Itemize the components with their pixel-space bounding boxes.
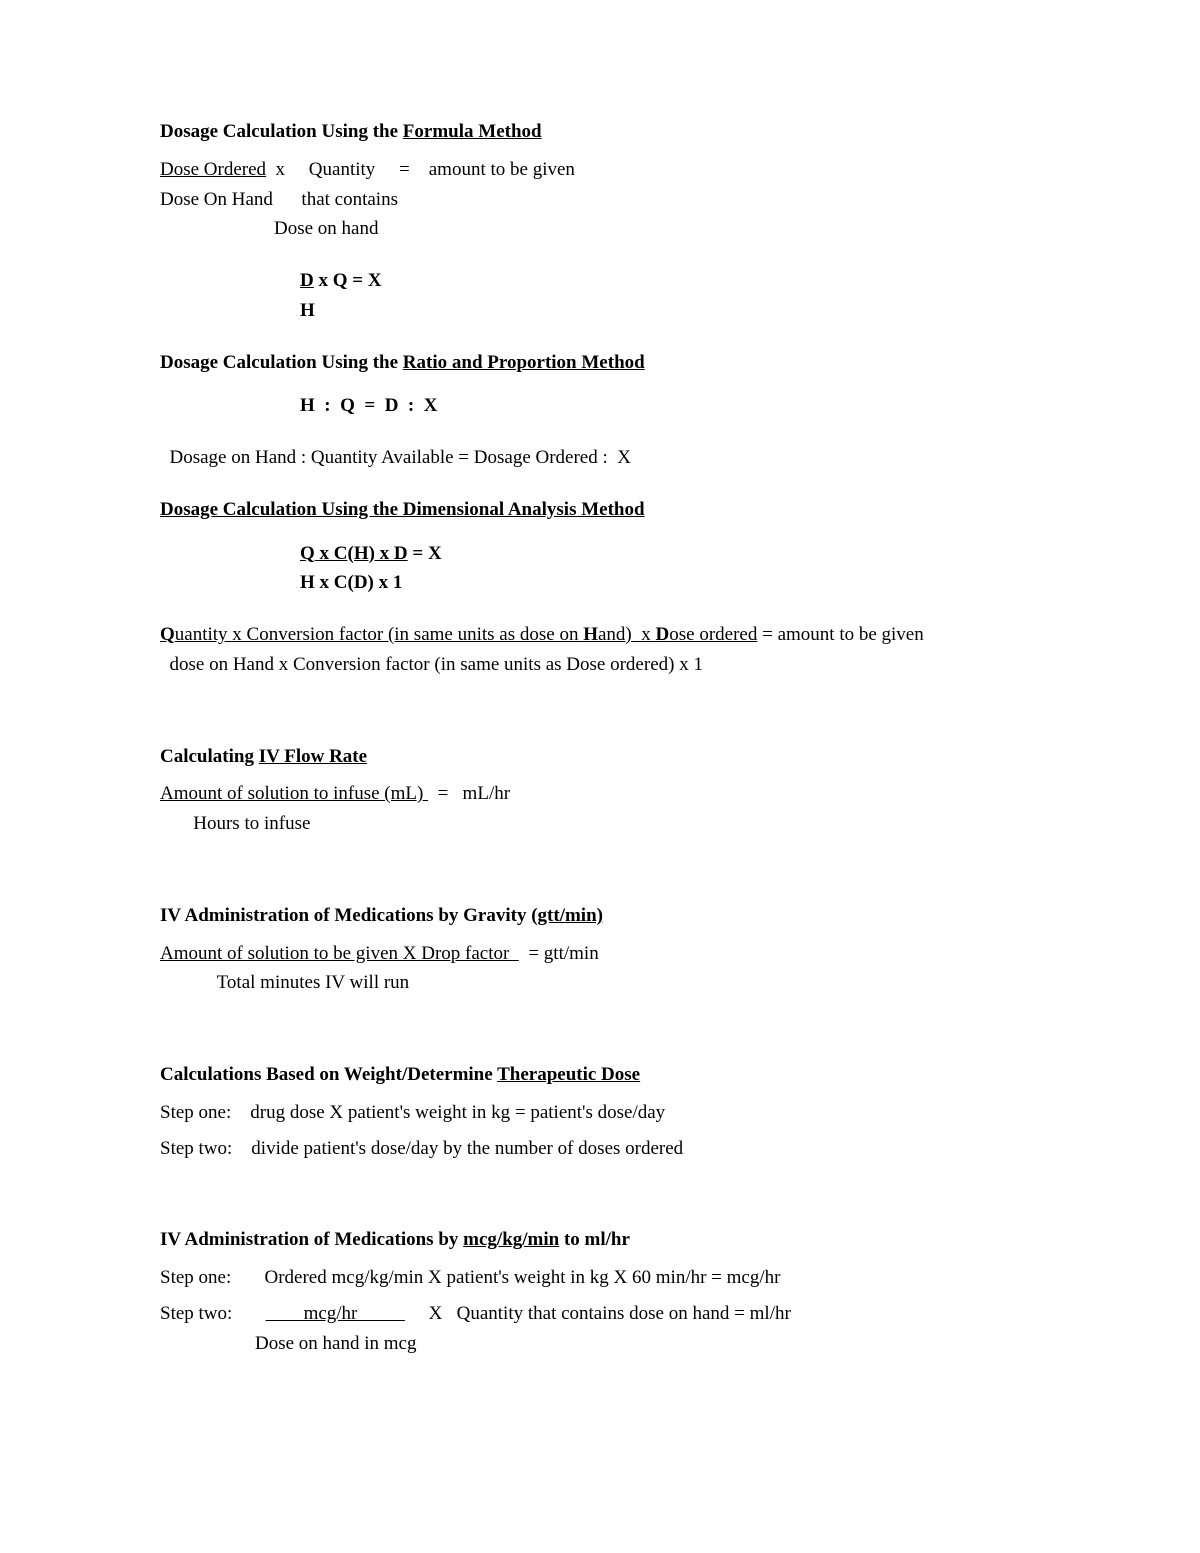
text: H	[300, 300, 315, 321]
text: and) x	[598, 624, 656, 645]
text: x Quantity = amount to be given	[266, 159, 575, 180]
text: H x C(D) x 1	[300, 572, 402, 593]
iv-gravity-line2: Total minutes IV will run	[160, 971, 1040, 995]
heading-therapeutic-dose: Calculations Based on Weight/Determine T…	[160, 1063, 1040, 1087]
heading-text: to ml/hr	[559, 1229, 630, 1250]
formula-numerator: D	[300, 270, 314, 291]
step-one: Step one: Ordered mcg/kg/min X patient's…	[160, 1266, 1040, 1290]
heading-underline: IV Flow Rate	[259, 746, 367, 767]
text: H	[583, 624, 598, 645]
heading-underline: mcg/kg/min	[463, 1229, 559, 1250]
iv-gravity-line1: Amount of solution to be given X Drop fa…	[160, 942, 1040, 966]
dimensional-description-line2: dose on Hand x Conversion factor (in sam…	[160, 653, 1040, 677]
formula-text-line: Dose on hand	[160, 217, 1040, 241]
heading-underline: Dosage Calculation Using the Dimensional…	[160, 499, 645, 520]
text: ose ordered	[669, 624, 757, 645]
heading-underline: Therapeutic Dose	[497, 1064, 640, 1085]
step-two-line1: Step two: mcg/hr X Quantity that contain…	[160, 1302, 1040, 1326]
formula-rest: = X	[408, 543, 442, 564]
heading-dimensional-analysis: Dosage Calculation Using the Dimensional…	[160, 498, 1040, 522]
formula-rest: x Q = X	[314, 270, 382, 291]
heading-iv-flow-rate: Calculating IV Flow Rate	[160, 745, 1040, 769]
formula-denominator: H x C(D) x 1	[300, 571, 1040, 595]
text: X Quantity that contains dose on hand = …	[405, 1303, 791, 1324]
fraction-numerator: mcg/hr	[266, 1303, 405, 1324]
step-two-line2: Dose on hand in mcg	[160, 1332, 1040, 1356]
text: D	[656, 624, 670, 645]
step-two: Step two: divide patient's dose/day by t…	[160, 1137, 1040, 1161]
heading-underline: (gtt/min)	[531, 905, 603, 926]
text: Step two:	[160, 1303, 266, 1324]
formula-text-line: Dose On Hand that contains	[160, 188, 1040, 212]
heading-iv-gravity: IV Administration of Medications by Grav…	[160, 904, 1040, 928]
heading-text: Calculating	[160, 746, 259, 767]
text: Q	[160, 624, 175, 645]
formula-text-line: Dose Ordered x Quantity = amount to be g…	[160, 158, 1040, 182]
fraction-numerator: Dose Ordered	[160, 159, 266, 180]
ratio-description: Dosage on Hand : Quantity Available = Do…	[160, 446, 1040, 470]
formula-symbolic: Q x C(H) x D = X	[300, 542, 1040, 566]
text: uantity x Conversion factor (in same uni…	[175, 624, 583, 645]
dimensional-description-line1: Quantity x Conversion factor (in same un…	[160, 623, 1040, 647]
heading-ratio-proportion: Dosage Calculation Using the Ratio and P…	[160, 351, 1040, 375]
formula-denominator: H	[300, 299, 1040, 323]
heading-text: IV Administration of Medications by	[160, 1229, 463, 1250]
iv-flow-line2: Hours to infuse	[160, 812, 1040, 836]
heading-text: Dosage Calculation Using the	[160, 121, 403, 142]
heading-underline: Ratio and Proportion Method	[403, 352, 645, 373]
fraction-numerator: Amount of solution to infuse (mL)	[160, 783, 428, 804]
ratio-equation: H : Q = D : X	[300, 394, 1040, 418]
text: H : Q = D : X	[300, 395, 437, 416]
document-page: Dosage Calculation Using the Formula Met…	[0, 0, 1200, 1553]
formula-numerator: Q x C(H) x D	[300, 543, 408, 564]
heading-formula-method: Dosage Calculation Using the Formula Met…	[160, 120, 1040, 144]
heading-text: IV Administration of Medications by Grav…	[160, 905, 531, 926]
text: = gtt/min	[519, 943, 599, 964]
formula-symbolic: D x Q = X	[300, 269, 1040, 293]
text: = mL/hr	[428, 783, 510, 804]
heading-mcg-kg-min: IV Administration of Medications by mcg/…	[160, 1228, 1040, 1252]
text: = amount to be given	[757, 624, 923, 645]
heading-text: Calculations Based on Weight/Determine	[160, 1064, 497, 1085]
iv-flow-line1: Amount of solution to infuse (mL) = mL/h…	[160, 782, 1040, 806]
heading-underline: Formula Method	[403, 121, 542, 142]
fraction-numerator: Amount of solution to be given X Drop fa…	[160, 943, 519, 964]
heading-text: Dosage Calculation Using the	[160, 352, 403, 373]
step-one: Step one: drug dose X patient's weight i…	[160, 1101, 1040, 1125]
